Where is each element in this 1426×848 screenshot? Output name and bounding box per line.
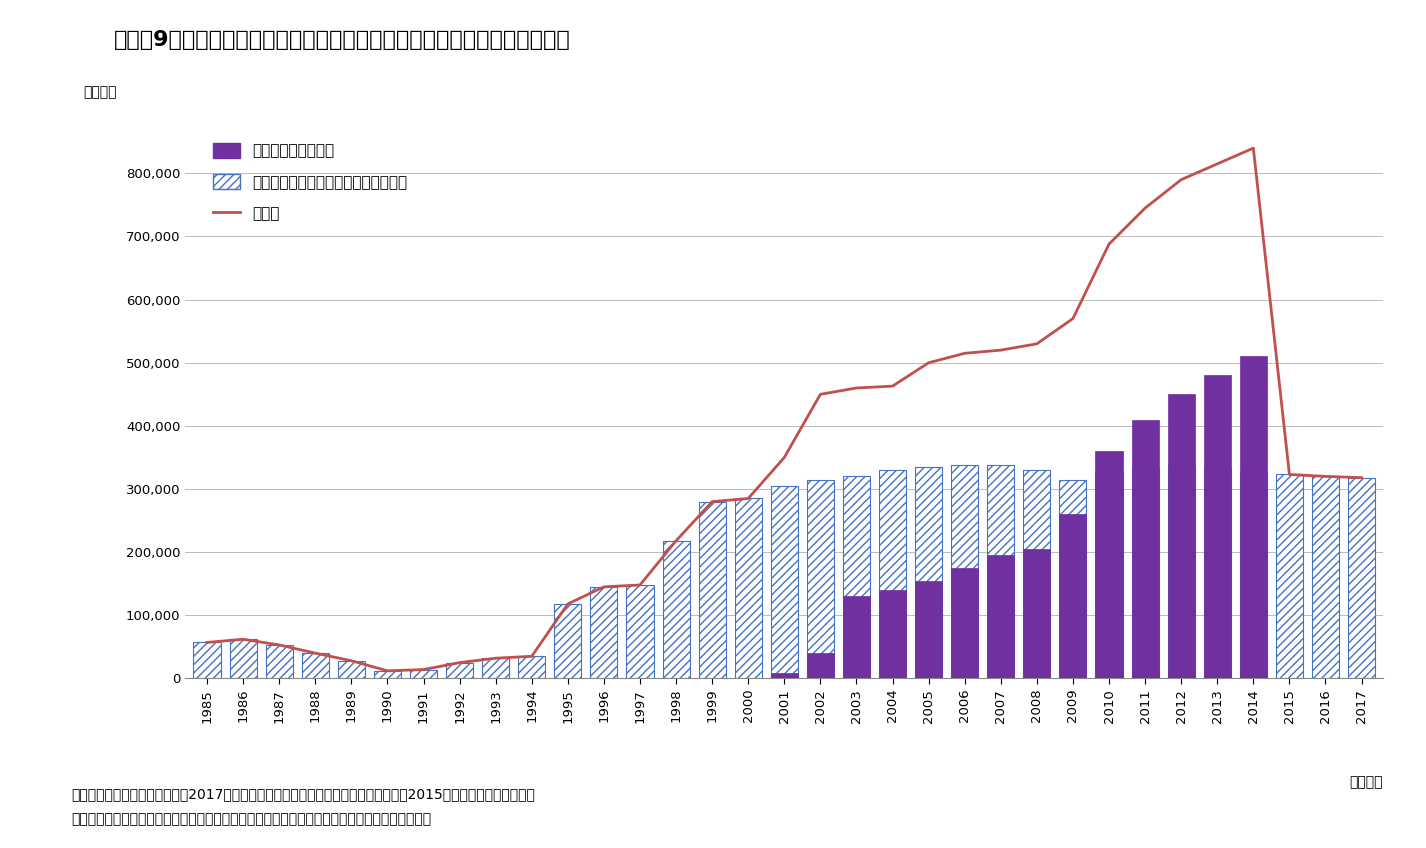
Bar <box>843 477 870 678</box>
Bar <box>915 467 943 678</box>
Bar <box>1024 470 1051 678</box>
Bar <box>1276 475 1303 678</box>
Bar <box>771 486 797 678</box>
Bar <box>518 656 545 678</box>
Bar <box>1168 465 1195 678</box>
Bar <box>1239 356 1266 678</box>
Bar <box>878 590 906 678</box>
Bar <box>951 568 978 678</box>
Bar <box>1132 420 1158 678</box>
Bar <box>1132 468 1158 678</box>
Bar <box>987 465 1014 678</box>
Bar <box>663 541 690 678</box>
Bar <box>265 645 292 678</box>
Bar <box>915 581 943 678</box>
Bar <box>1060 480 1087 678</box>
Bar <box>411 670 436 678</box>
Text: （注）　交付税特会借入残高は2017年度末見込額まで公表。　臨時財政対策債残高は2015年度末実績値まで公表。: （注） 交付税特会借入残高は2017年度末見込額まで公表。 臨時財政対策債残高は… <box>71 787 535 801</box>
Bar <box>1168 394 1195 678</box>
Bar <box>987 555 1014 678</box>
Bar <box>878 470 906 678</box>
Bar <box>807 480 834 678</box>
Bar <box>1060 514 1087 678</box>
Bar <box>555 604 582 678</box>
Bar <box>734 499 761 678</box>
Text: （資料）総務省「地方財政統計年報」　会計検査院「検査報告」（各年度）　等に基づいて作成: （資料）総務省「地方財政統計年報」 会計検査院「検査報告」（各年度） 等に基づい… <box>71 812 432 827</box>
Text: （億円）: （億円） <box>84 85 117 99</box>
Bar <box>482 658 509 678</box>
Bar <box>1024 549 1051 678</box>
Text: （年度）: （年度） <box>1350 775 1383 789</box>
Legend: 臨時財政対策債残高, 交付税特会借入金残高（地方負担分）, 合計額: 臨時財政対策債残高, 交付税特会借入金残高（地方負担分）, 合計額 <box>205 135 415 229</box>
Bar <box>230 639 257 678</box>
Bar <box>1239 471 1266 678</box>
Bar <box>590 587 617 678</box>
Bar <box>1095 471 1122 678</box>
Text: 図表－9　臨時財政対策債残高と交付税特会借入残高（地方負担分）の推移: 図表－9 臨時財政対策債残高と交付税特会借入残高（地方負担分）の推移 <box>114 30 570 50</box>
Bar <box>338 661 365 678</box>
Bar <box>951 465 978 678</box>
Bar <box>1204 376 1231 678</box>
Bar <box>807 653 834 678</box>
Bar <box>843 596 870 678</box>
Bar <box>771 673 797 678</box>
Bar <box>1312 477 1339 678</box>
Bar <box>626 585 653 678</box>
Bar <box>374 671 401 678</box>
Bar <box>1095 451 1122 678</box>
Bar <box>699 502 726 678</box>
Bar <box>1348 477 1375 678</box>
Bar <box>194 643 221 678</box>
Bar <box>1204 468 1231 678</box>
Bar <box>302 653 329 678</box>
Bar <box>446 662 473 678</box>
